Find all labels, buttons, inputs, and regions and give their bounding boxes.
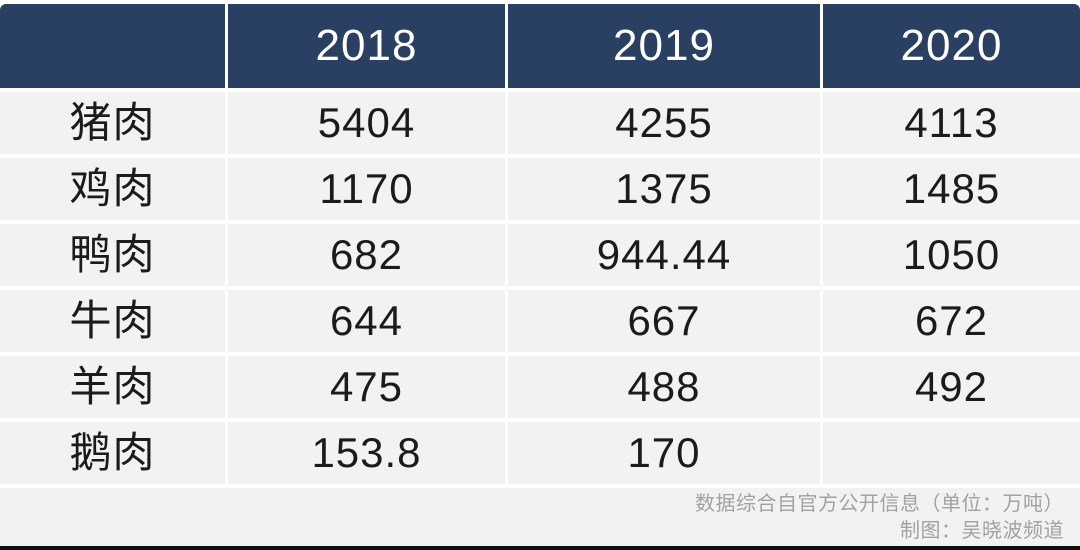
header-blank [0, 4, 225, 88]
cell-chicken-2019: 1375 [508, 158, 820, 220]
cell-mutton-2020: 492 [823, 356, 1080, 418]
cell-goose-2019: 170 [508, 422, 820, 484]
footer-bar: 数据综合自官方公开信息（单位：万吨） 制图：吴晓波频道 [0, 488, 1080, 546]
header-2020: 2020 [823, 4, 1080, 88]
cell-duck-2020: 1050 [823, 224, 1080, 286]
row-goose-label: 鹅肉 [0, 422, 225, 484]
row-beef-label: 牛肉 [0, 290, 225, 352]
data-source-note: 数据综合自官方公开信息（单位：万吨） [695, 492, 1064, 515]
header-2018: 2018 [228, 4, 505, 88]
chart-credit: 制图：吴晓波频道 [900, 519, 1064, 542]
cell-pork-2018: 5404 [228, 92, 505, 154]
cell-goose-2018: 153.8 [228, 422, 505, 484]
cell-duck-2018: 682 [228, 224, 505, 286]
cell-goose-2020 [823, 422, 1080, 484]
row-duck-label: 鸭肉 [0, 224, 225, 286]
cell-duck-2019: 944.44 [508, 224, 820, 286]
cell-beef-2018: 644 [228, 290, 505, 352]
cell-chicken-2018: 1170 [228, 158, 505, 220]
row-pork-label: 猪肉 [0, 92, 225, 154]
cell-chicken-2020: 1485 [823, 158, 1080, 220]
cell-mutton-2019: 488 [508, 356, 820, 418]
row-chicken-label: 鸡肉 [0, 158, 225, 220]
cell-pork-2020: 4113 [823, 92, 1080, 154]
cell-mutton-2018: 475 [228, 356, 505, 418]
header-2019: 2019 [508, 4, 820, 88]
cell-beef-2020: 672 [823, 290, 1080, 352]
row-mutton-label: 羊肉 [0, 356, 225, 418]
cell-pork-2019: 4255 [508, 92, 820, 154]
data-table: 2018 2019 2020 猪肉 5404 4255 4113 鸡肉 1170… [0, 4, 1080, 484]
cell-beef-2019: 667 [508, 290, 820, 352]
